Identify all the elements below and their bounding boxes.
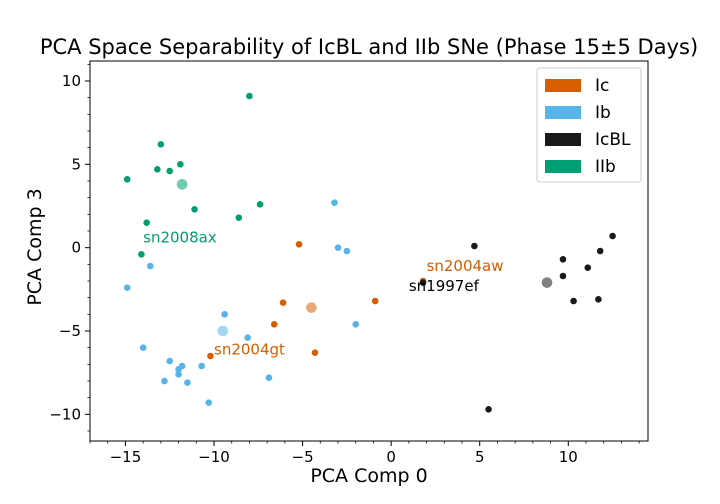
point-ic <box>311 349 319 356</box>
point-ib <box>205 399 212 406</box>
point-ib <box>139 344 147 351</box>
point-iib <box>143 219 150 226</box>
point-ib <box>146 262 154 270</box>
annotation-sn2008ax: sn2008ax <box>143 229 217 247</box>
point-icbl <box>595 296 602 303</box>
mean-marker-icbl <box>541 277 553 288</box>
legend-label-ib: Ib <box>595 103 611 123</box>
mean-marker-ic <box>306 302 317 313</box>
point-ic <box>371 297 379 305</box>
point-ib <box>221 311 228 318</box>
point-iib <box>138 251 145 258</box>
point-ic <box>270 321 278 328</box>
plot-frame <box>89 60 649 442</box>
x-tick-label: −5 <box>292 448 314 466</box>
legend-swatch-icbl <box>545 133 581 146</box>
point-icbl <box>485 406 492 413</box>
point-iib <box>157 141 165 148</box>
annotation-sn2004gt: sn2004gt <box>214 340 285 358</box>
point-iib <box>177 161 184 168</box>
point-ib <box>265 374 273 381</box>
point-ib <box>334 244 342 251</box>
point-ib <box>244 334 251 341</box>
y-tick-label: −10 <box>49 405 81 423</box>
annotation-sn1997ef: sn1997ef <box>409 277 480 295</box>
legend-label-icbl: IcBL <box>595 130 631 150</box>
y-tick-label: 0 <box>71 239 81 257</box>
point-ic <box>207 352 214 360</box>
point-icbl <box>570 297 577 305</box>
point-ic <box>279 299 287 306</box>
point-ib <box>123 284 131 291</box>
point-icbl <box>471 242 478 250</box>
x-tick-label: 10 <box>559 448 578 466</box>
legend-swatch-ic <box>545 79 581 92</box>
point-icbl <box>419 279 427 286</box>
x-tick-label: −10 <box>198 448 230 466</box>
point-iib <box>166 167 174 175</box>
legend-label-ic: Ic <box>595 76 609 96</box>
legend-swatch-iib <box>545 160 581 173</box>
point-ib <box>184 379 191 386</box>
x-tick-label: 5 <box>475 448 485 466</box>
point-iib <box>246 92 253 100</box>
mean-marker-iib <box>176 179 188 190</box>
mean-marker-ib <box>217 325 229 337</box>
point-ib <box>166 357 174 365</box>
point-icbl <box>584 264 592 271</box>
point-iib <box>235 214 243 221</box>
point-icbl <box>596 247 604 255</box>
annotation-sn2004aw: sn2004aw <box>427 257 504 275</box>
point-ib <box>175 366 182 373</box>
point-ib <box>343 247 351 255</box>
y-axis-label: PCA Comp 3 <box>24 188 46 305</box>
point-iib <box>256 201 264 208</box>
x-axis-label: PCA Comp 0 <box>310 465 427 487</box>
legend-swatch-ib <box>545 106 581 119</box>
point-icbl <box>559 272 567 280</box>
y-tick-label: −5 <box>59 322 81 340</box>
point-ib <box>161 377 168 385</box>
legend-label-iib: IIb <box>595 157 616 177</box>
chart-title: PCA Space Separability of IcBL and IIb S… <box>40 35 698 59</box>
legend-box <box>536 67 642 183</box>
x-tick-label: 0 <box>386 448 396 466</box>
point-icbl <box>559 256 567 263</box>
point-icbl <box>609 232 616 240</box>
point-ib <box>352 321 360 328</box>
x-tick-label: −15 <box>110 448 142 466</box>
y-tick-label: 10 <box>62 72 81 90</box>
point-ib <box>175 371 182 378</box>
y-tick-label: 5 <box>71 155 81 173</box>
point-iib <box>154 166 161 173</box>
point-ib <box>331 199 338 206</box>
point-iib <box>123 176 131 183</box>
point-ic <box>295 241 303 248</box>
point-iib <box>191 206 198 213</box>
point-ib <box>198 362 205 370</box>
plot-area: −15 −10 −5 0 5 10 −10 −5 0 5 10 sn2008ax sn2004aw sn1… <box>49 60 649 466</box>
legend: Ic Ib IcBL IIb <box>536 67 642 183</box>
